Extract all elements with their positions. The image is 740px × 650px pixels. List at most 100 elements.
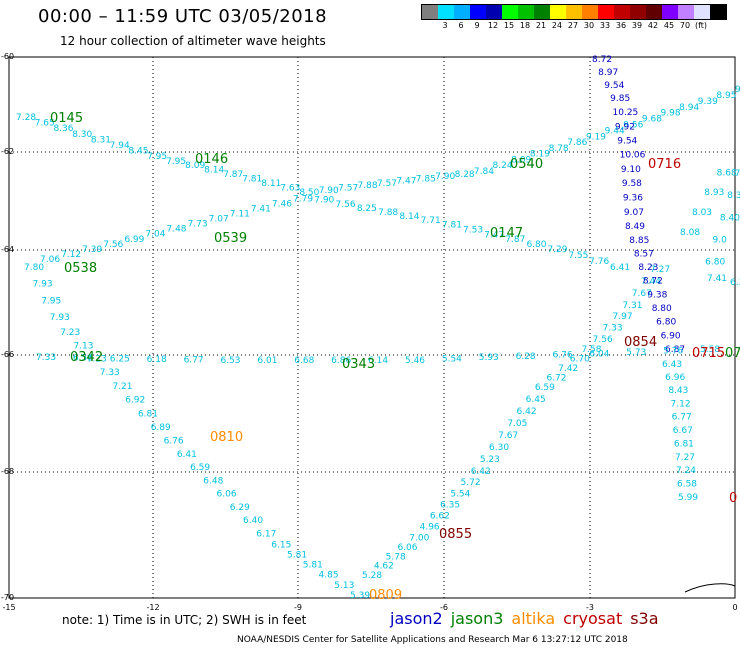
swh-value: 7.90 [319,186,339,196]
longitude-label: -12 [146,603,160,612]
page-title: 00:00 – 11:59 UTC 03/05/2018 [38,6,328,27]
swh-value: 7.95 [41,296,61,306]
swh-value: 8.03 [692,208,712,218]
swh-value: 6.77 [184,356,204,366]
swh-value: 7.80 [24,263,44,273]
track-time-label: 0810 [210,430,243,445]
swh-value: 5.93 [479,353,499,363]
swh-value: 7.57 [377,179,397,189]
track-time-label: 0855 [439,527,472,542]
swh-value: 7.94 [110,141,130,151]
swh-value: 8.32 [727,191,740,201]
swh-value: 8.19 [530,150,550,160]
swh-value: 8.28 [455,170,475,180]
swh-value: 6.42 [517,407,537,417]
swh-value: 7.88 [358,181,378,191]
swh-value: 6.67 [673,426,693,436]
swh-value: 7.13 [73,341,93,351]
satellite-legend-jason2: jason2 [390,609,443,628]
swh-value: 7.33 [100,368,120,378]
swh-value: 6.87 [665,345,685,355]
swh-value: 9.58 [622,179,642,189]
swh-value: 8.09 [511,155,531,165]
color-swatch [550,5,566,19]
swh-value: 8.72 [643,277,663,287]
longitude-label: 0 [732,603,738,612]
color-swatch [646,5,662,19]
swh-value: 7.63 [280,183,300,193]
track-time-label: 0854 [624,335,657,350]
swh-value: 6.18 [147,355,167,365]
swh-value: 7.06 [40,255,60,265]
color-scale-label: 21 [535,21,547,30]
swh-value: 7.56 [336,200,356,210]
swh-value: 7.85 [416,174,436,184]
color-scale-label: 39 [631,21,643,30]
swh-value: 6.48 [203,476,223,486]
track-time-label: 0 [729,491,737,506]
track-time-label: 0715 [692,346,725,361]
swh-value: 6.38 [730,278,740,288]
latitude-label: -66 [1,350,15,359]
swh-value: 8.36 [53,124,73,134]
swh-value: 6.72 [546,374,566,384]
satellite-legend-altika: altika [511,609,556,628]
swh-value: 7.47 [484,230,504,240]
color-scale-label: 12 [487,21,499,30]
swh-value: 6.25 [110,354,130,364]
color-scale-label: 33 [599,21,611,30]
swh-value: 6.29 [230,503,250,513]
track-time-label: 0809 [369,588,402,603]
swh-value: 7.76 [589,257,609,267]
latitude-label: -70 [1,593,15,602]
swh-value: 5.99 [678,493,698,503]
swh-value: 6.68 [294,356,314,366]
color-swatch [486,5,502,19]
swh-value: 6.70 [570,355,590,365]
latitude-label: -62 [1,147,15,156]
swh-value: 6.86 [331,356,351,366]
swh-value: 7.93 [33,280,53,290]
swh-value: 7.04 [145,230,165,240]
swh-value: 6.58 [677,480,697,490]
swh-value: 5.58 [700,345,720,355]
swh-value: 8.50 [299,188,319,198]
swh-value: 7.42 [558,364,578,374]
swh-value: 8.40 [720,213,740,223]
track-time-label: 0716 [648,157,681,172]
track-time-label: 0343 [342,357,375,372]
swh-value: 7.11 [230,210,250,220]
footer-credit: NOAA/NESDIS Center for Satellite Applica… [237,635,628,645]
latitude-label: -68 [1,467,15,476]
swh-value: 6.01 [257,356,277,366]
swh-value: 8.09 [185,161,205,171]
swh-value: 7.41 [707,274,727,284]
swh-value: 5.76 [663,346,683,356]
color-scale-label: 30 [583,21,595,30]
swh-value: 6.59 [535,383,555,393]
swh-value: 8.72 [592,55,612,65]
color-scale-label: 6 [458,21,464,30]
latitude-label: -60 [1,52,15,61]
swh-value: 8.43 [668,386,688,396]
swh-value: 6.06 [217,490,237,500]
swh-value: 9.68 [642,115,662,125]
swh-value: 6.81 [138,409,158,419]
swh-value: 6.76 [164,437,184,447]
swh-value: 7.48 [166,225,186,235]
color-swatch [630,5,646,19]
swh-value: 7.39 [82,245,102,255]
swh-value: 7.41 [251,205,271,215]
satellite-legend: jason2 jason3 altika cryosat s3a [390,609,667,628]
swh-value: 8.80 [652,304,672,314]
swh-value: 8.14 [399,212,419,222]
color-scale-legend [421,4,727,20]
swh-value: 7.00 [409,534,429,544]
swh-value: 8.68 [717,168,737,178]
swh-value: 9.19 [586,132,606,142]
swh-value: 6.35 [440,500,460,510]
swh-value: 8.85 [629,236,649,246]
swh-value: 9.38 [647,290,667,300]
color-scale-label: 45 [663,21,675,30]
